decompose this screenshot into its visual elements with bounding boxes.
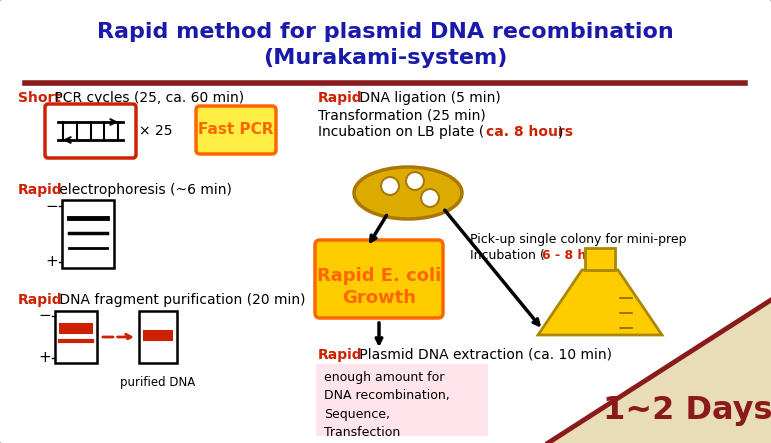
Text: enough amount for
DNA recombination,
Sequence,
Transfection: enough amount for DNA recombination, Seq… — [324, 371, 449, 439]
Text: Rapid: Rapid — [318, 91, 362, 105]
FancyBboxPatch shape — [60, 324, 92, 333]
Text: Incubation on LB plate (: Incubation on LB plate ( — [318, 125, 484, 139]
Text: ): ) — [558, 125, 564, 139]
Text: ca. 8 hours: ca. 8 hours — [486, 125, 573, 139]
Text: 6 - 8 hours: 6 - 8 hours — [542, 249, 618, 262]
Text: Rapid E. coli: Rapid E. coli — [317, 267, 441, 285]
Text: ): ) — [607, 249, 612, 262]
Circle shape — [381, 177, 399, 195]
FancyBboxPatch shape — [144, 331, 172, 340]
Text: Plasmid DNA extraction (ca. 10 min): Plasmid DNA extraction (ca. 10 min) — [355, 348, 612, 362]
Text: (Murakami-system): (Murakami-system) — [263, 48, 507, 68]
Text: × 25: × 25 — [139, 124, 173, 138]
FancyBboxPatch shape — [139, 311, 177, 363]
Text: Rapid method for plasmid DNA recombination: Rapid method for plasmid DNA recombinati… — [96, 22, 673, 42]
Text: +: + — [39, 350, 52, 365]
Text: Pick-up single colony for mini-prep: Pick-up single colony for mini-prep — [470, 233, 686, 246]
FancyBboxPatch shape — [196, 106, 276, 154]
Circle shape — [421, 189, 439, 207]
FancyBboxPatch shape — [62, 200, 114, 268]
FancyBboxPatch shape — [315, 240, 443, 318]
Text: Fast PCR: Fast PCR — [198, 123, 274, 137]
Polygon shape — [548, 300, 771, 443]
FancyBboxPatch shape — [55, 311, 97, 363]
Text: purified DNA: purified DNA — [120, 376, 196, 389]
Text: +: + — [45, 254, 59, 269]
Text: −: − — [45, 198, 59, 214]
Text: Rapid: Rapid — [18, 293, 62, 307]
FancyBboxPatch shape — [45, 104, 136, 158]
Text: Rapid: Rapid — [318, 348, 362, 362]
Polygon shape — [585, 248, 615, 270]
Text: Incubation (: Incubation ( — [470, 249, 545, 262]
Ellipse shape — [354, 167, 462, 219]
Text: Growth: Growth — [342, 289, 416, 307]
Text: DNA fragment purification (20 min): DNA fragment purification (20 min) — [55, 293, 305, 307]
Text: Transformation (25 min): Transformation (25 min) — [318, 108, 486, 122]
Text: Rapid: Rapid — [18, 183, 62, 197]
Text: −: − — [39, 308, 52, 323]
Polygon shape — [538, 270, 662, 335]
Text: electrophoresis (~6 min): electrophoresis (~6 min) — [55, 183, 232, 197]
Text: DNA ligation (5 min): DNA ligation (5 min) — [355, 91, 500, 105]
Text: PCR cycles (25, ca. 60 min): PCR cycles (25, ca. 60 min) — [50, 91, 244, 105]
FancyBboxPatch shape — [316, 364, 488, 436]
Text: 1~2 Days: 1~2 Days — [603, 395, 771, 425]
Circle shape — [406, 172, 424, 190]
Text: Short: Short — [18, 91, 61, 105]
